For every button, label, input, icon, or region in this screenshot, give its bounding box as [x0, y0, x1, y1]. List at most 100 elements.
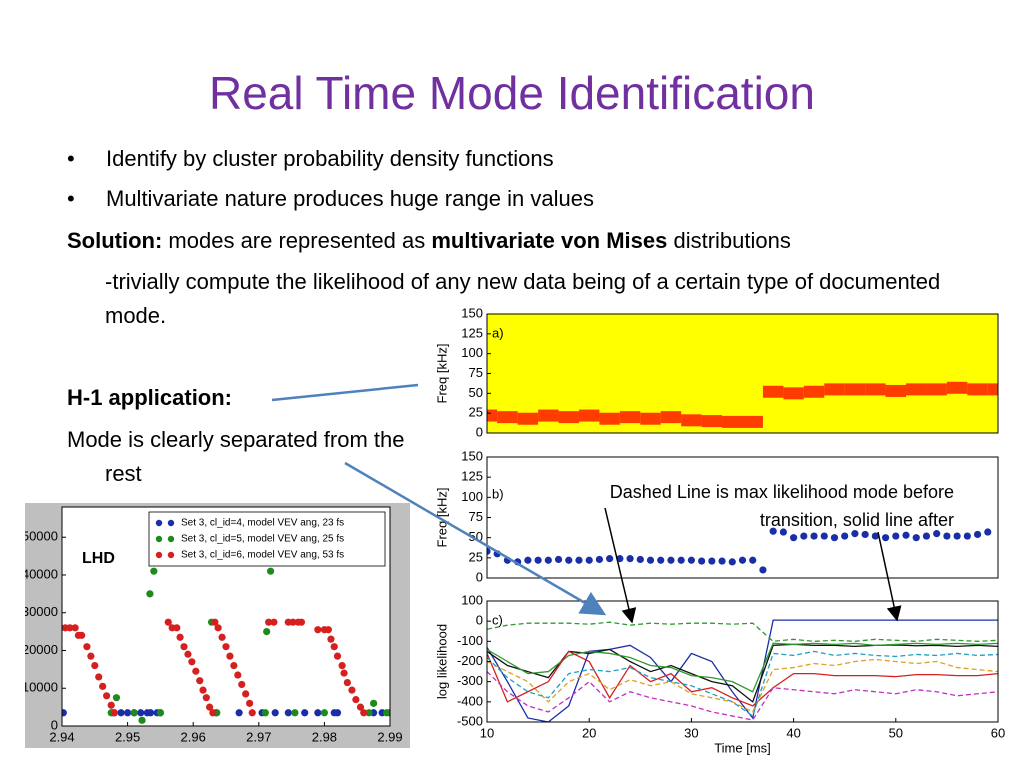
point — [338, 661, 346, 670]
point — [330, 643, 338, 651]
solution: Solution: modes are represented as multi… — [67, 224, 791, 258]
mode-band — [517, 412, 539, 425]
point — [87, 652, 95, 660]
x-tick-label: 60 — [991, 725, 1005, 740]
annotation: Dashed Line is max likelihood mode befor… — [609, 482, 954, 530]
point — [646, 556, 655, 564]
panel-label: a) — [492, 325, 504, 340]
point — [324, 626, 332, 634]
point — [164, 618, 172, 626]
likelihood-line — [487, 671, 998, 721]
y-tick-label: 0 — [51, 717, 58, 732]
point — [206, 703, 214, 711]
mode-band — [619, 411, 641, 424]
x-tick-label: 2.96 — [181, 729, 206, 744]
point — [112, 694, 121, 702]
legend-label: Set 3, cl_id=5, model VEV ang, 25 fs — [181, 534, 344, 545]
panel-label: c) — [492, 612, 503, 627]
point — [383, 709, 390, 717]
likelihood-line — [487, 650, 998, 707]
point — [800, 532, 808, 540]
y-tick-label: 20000 — [22, 642, 58, 657]
point — [626, 555, 634, 563]
x-tick-label: 2.97 — [246, 729, 271, 744]
legend-marker — [167, 519, 175, 527]
marks — [487, 381, 998, 428]
point — [234, 671, 242, 679]
legend-marker — [155, 535, 163, 543]
point — [779, 528, 787, 536]
point — [188, 658, 196, 666]
solution-bold: multivariate von Mises — [431, 228, 668, 253]
x-tick-label: 40 — [786, 725, 800, 740]
mode-band — [967, 383, 988, 396]
point — [636, 555, 644, 564]
point — [230, 661, 238, 670]
point — [953, 532, 961, 540]
point — [841, 532, 849, 540]
point — [110, 709, 119, 717]
point — [892, 532, 900, 540]
point — [124, 709, 132, 717]
point — [718, 557, 726, 565]
point — [314, 709, 322, 717]
point — [356, 703, 365, 711]
point — [830, 534, 839, 542]
point — [749, 556, 757, 564]
point — [606, 555, 614, 563]
y-tick-label: 150 — [461, 448, 483, 463]
point — [820, 532, 828, 540]
y-tick-label: 50 — [469, 385, 483, 400]
point — [180, 643, 188, 651]
point — [912, 534, 920, 542]
point — [150, 567, 158, 575]
point — [728, 558, 736, 566]
mode-band — [701, 415, 723, 428]
point — [214, 624, 222, 632]
point — [83, 643, 91, 651]
x-axis-label: Time [ms] — [714, 740, 771, 755]
h1-label: H-1 application: — [67, 385, 233, 410]
bullet-text: Multivariate nature produces huge range … — [106, 186, 594, 211]
point — [226, 652, 234, 660]
point — [348, 686, 356, 694]
y-tick-label: 0 — [476, 569, 483, 584]
marks — [62, 567, 390, 724]
x-tick-label: 2.95 — [115, 729, 140, 744]
point — [657, 556, 665, 564]
point — [173, 624, 181, 632]
bullet: Identify by cluster probability density … — [67, 142, 554, 176]
bullet: Multivariate nature produces huge range … — [67, 182, 594, 216]
point — [984, 528, 992, 536]
point — [687, 556, 696, 564]
point — [138, 716, 146, 724]
chart: 0 10000 20000 30000 40000 50000 2.94 2.95 2.96 2.… — [22, 506, 403, 744]
mode-band — [578, 409, 600, 422]
y-axis-label: Freq [kHz] — [434, 344, 449, 404]
connector — [271, 383, 419, 402]
solution-text: modes are represented as — [162, 228, 432, 253]
slide-title: Real Time Mode Identification — [209, 67, 815, 119]
marks — [487, 619, 998, 722]
point — [973, 530, 982, 539]
point — [352, 695, 360, 704]
point — [176, 633, 184, 641]
point — [99, 682, 107, 690]
y-tick-label: 25 — [469, 549, 483, 564]
x-tick-label: 50 — [889, 725, 903, 740]
point — [95, 673, 103, 681]
solution-label: Solution: — [67, 228, 163, 253]
point — [585, 556, 593, 564]
y-tick-label: 100 — [461, 592, 483, 607]
chart-annotation: LHD — [82, 550, 115, 567]
mode-band — [558, 411, 579, 424]
likelihood-line — [487, 643, 998, 703]
point — [922, 532, 931, 540]
point — [297, 618, 306, 626]
point — [365, 709, 373, 717]
point — [738, 556, 747, 564]
point — [343, 678, 351, 687]
point — [242, 690, 250, 698]
